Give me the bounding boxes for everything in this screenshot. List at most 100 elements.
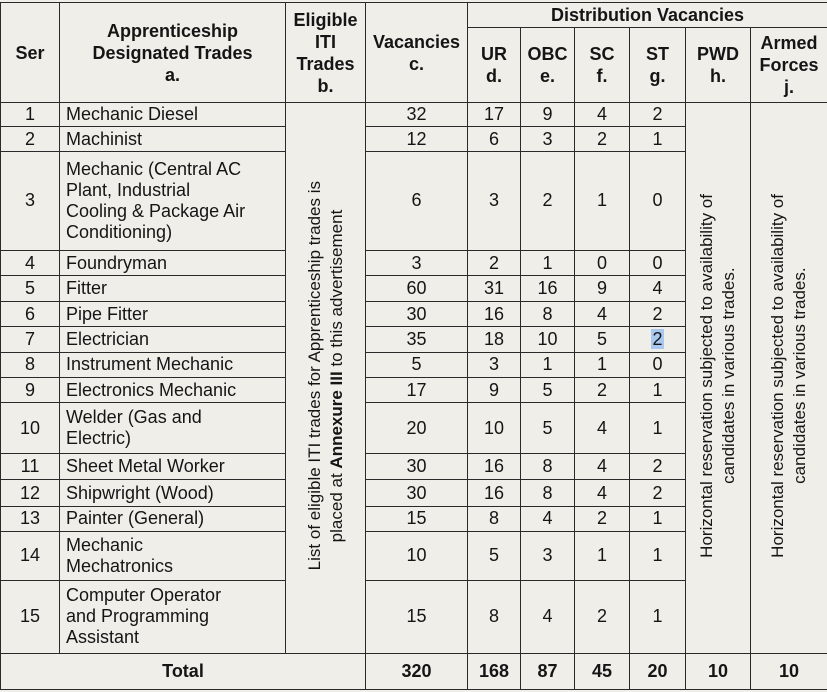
ser-cell: 14: [0, 531, 60, 581]
trade-cell: Painter (General): [59, 505, 286, 533]
sc-cell: 1: [574, 150, 630, 252]
st-cell: 1: [629, 531, 686, 581]
sc-cell: 4: [574, 402, 630, 455]
total-label: Total: [0, 653, 366, 690]
total-row: Total 320 168 87 45 20 10 10: [0, 653, 827, 690]
total-obc: 87: [520, 653, 575, 690]
ur-cell: 2: [467, 250, 521, 277]
iti-note: List of eligible ITI trades for Apprenti…: [285, 102, 366, 654]
ser-cell: 5: [0, 275, 60, 302]
table-row: 1 Mechanic Diesel List of eligible ITI t…: [0, 101, 827, 654]
obc-cell: 3: [520, 531, 575, 581]
ser-cell: 1: [0, 101, 60, 128]
obc-cell: 1: [520, 250, 575, 277]
header-st: ST g.: [629, 27, 686, 103]
obc-cell: 8: [520, 479, 575, 507]
ur-cell: 9: [467, 376, 521, 404]
total-ur: 168: [467, 653, 521, 690]
ur-cell: 8: [467, 579, 521, 655]
sc-cell: 4: [574, 101, 630, 128]
table-row: 9 Electronics Mechanic 17 9 5 2 1: [0, 376, 827, 404]
ser-cell: 13: [0, 505, 60, 533]
trade-cell: Foundryman: [59, 250, 286, 277]
st-cell: 2: [629, 326, 686, 353]
header-vacancies: Vacancies c.: [365, 2, 468, 103]
obc-cell: 10: [520, 326, 575, 353]
total-armed-forces: 10: [749, 653, 827, 690]
total-pwd: 10: [685, 653, 751, 690]
vacancies-cell: 6: [365, 150, 468, 252]
vacancies-cell: 10: [365, 531, 468, 581]
header-armed: Armed Forces j.: [749, 27, 827, 103]
sc-cell: 9: [574, 275, 630, 302]
trade-cell: Electronics Mechanic: [59, 376, 286, 404]
trade-cell: Shipwright (Wood): [59, 479, 286, 507]
ur-cell: 5: [467, 531, 521, 581]
ur-cell: 3: [467, 150, 521, 252]
sc-cell: 0: [574, 250, 630, 277]
table-row: 11 Sheet Metal Worker 30 16 8 4 2: [0, 453, 827, 481]
st-cell: 1: [629, 376, 686, 404]
vacancies-cell: 32: [365, 101, 468, 128]
ser-cell: 10: [0, 402, 60, 455]
ur-cell: 16: [467, 479, 521, 507]
vacancies-cell: 30: [365, 453, 468, 481]
vacancies-cell: 15: [365, 505, 468, 533]
table-row: 6 Pipe Fitter 30 16 8 4 2: [0, 300, 827, 328]
obc-cell: 16: [520, 275, 575, 302]
sc-cell: 5: [574, 326, 630, 353]
ur-cell: 8: [467, 505, 521, 533]
table-row: 12 Shipwright (Wood) 30 16 8 4 2: [0, 479, 827, 507]
vacancies-cell: 5: [365, 351, 468, 378]
st-cell: 1: [629, 505, 686, 533]
trade-cell: Mechanic (Central AC Plant, Industrial Coo…: [59, 150, 286, 252]
trade-cell: Electrician: [59, 326, 286, 353]
vacancies-cell: 30: [365, 300, 468, 328]
obc-cell: 8: [520, 300, 575, 328]
ur-cell: 17: [467, 101, 521, 128]
ser-cell: 7: [0, 326, 60, 353]
st-cell: 2: [629, 101, 686, 128]
ser-cell: 11: [0, 453, 60, 481]
trade-cell: Machinist: [59, 126, 286, 152]
st-cell: 0: [629, 351, 686, 378]
header-sc: SC f.: [574, 27, 630, 103]
armed-forces-note: Horizontal reservation subjected to avai…: [749, 102, 827, 654]
pwd-note: Horizontal reservation subjected to avai…: [685, 102, 751, 654]
ur-cell: 10: [467, 402, 521, 455]
table-row: 2 Machinist 12 6 3 2 1: [0, 126, 827, 152]
trade-cell: Computer Operator and Programming Assistan…: [59, 579, 286, 655]
vacancies-cell: 12: [365, 126, 468, 152]
ur-cell: 16: [467, 300, 521, 328]
trade-cell: Welder (Gas and Electric): [59, 402, 286, 455]
table-row: 8 Instrument Mechanic 5 3 1 1 0: [0, 351, 827, 378]
ser-cell: 9: [0, 376, 60, 404]
highlighted-value: 2: [651, 328, 664, 349]
vacancies-cell: 3: [365, 250, 468, 277]
trade-cell: Mechanic Diesel: [59, 101, 286, 128]
st-cell: 1: [629, 579, 686, 655]
header-ser: Ser: [0, 2, 60, 103]
st-cell: 2: [629, 453, 686, 481]
obc-cell: 4: [520, 505, 575, 533]
total-vacancies: 320: [365, 653, 468, 690]
obc-cell: 2: [520, 150, 575, 252]
vacancies-cell: 17: [365, 376, 468, 404]
table-row: 10 Welder (Gas and Electric) 20 10 5 4 1: [0, 402, 827, 455]
header-pwd: PWD h.: [685, 27, 751, 103]
ser-cell: 6: [0, 300, 60, 328]
trade-cell: Pipe Fitter: [59, 300, 286, 328]
st-cell: 1: [629, 402, 686, 455]
sc-cell: 2: [574, 579, 630, 655]
header-obc: OBC e.: [520, 27, 575, 103]
obc-cell: 3: [520, 126, 575, 152]
header-trade: Apprenticeship Designated Trades a.: [59, 2, 286, 103]
sc-cell: 4: [574, 479, 630, 507]
ur-cell: 6: [467, 126, 521, 152]
obc-cell: 5: [520, 402, 575, 455]
ser-cell: 4: [0, 250, 60, 277]
sc-cell: 1: [574, 531, 630, 581]
ser-cell: 8: [0, 351, 60, 378]
total-sc: 45: [574, 653, 630, 690]
